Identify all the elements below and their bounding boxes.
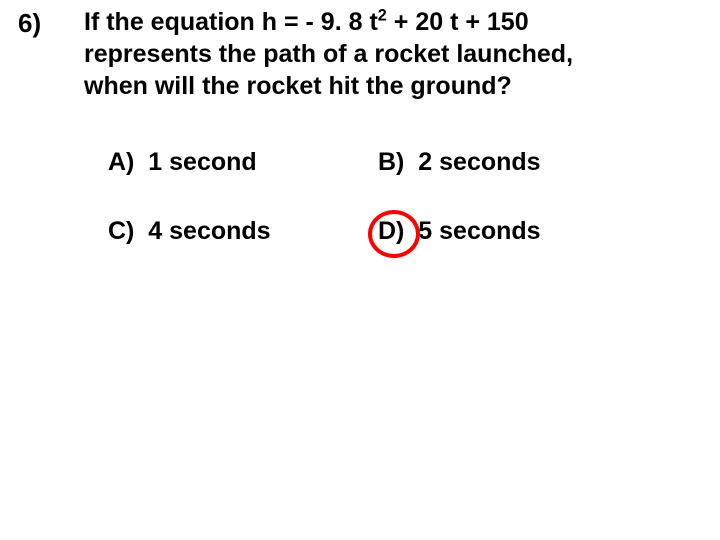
option-d-label: D) — [378, 217, 404, 245]
option-d-text: 5 seconds — [418, 217, 540, 245]
prompt-line1-pre: If the equation h = - 9. 8 t — [84, 8, 378, 36]
question-number: 6) — [18, 8, 41, 39]
option-c-label: C) — [108, 217, 134, 245]
option-a: A) 1 second — [108, 148, 378, 177]
prompt-superscript: 2 — [378, 7, 387, 25]
option-b-text: 2 seconds — [418, 148, 540, 176]
prompt-line2: represents the path of a rocket launched… — [84, 40, 573, 68]
options-row-2: C) 4 seconds D) 5 seconds — [108, 217, 668, 246]
prompt-line3: when will the rocket hit the ground? — [84, 72, 512, 100]
option-c: C) 4 seconds — [108, 217, 378, 246]
option-c-text: 4 seconds — [148, 217, 270, 245]
question-slide: 6) If the equation h = - 9. 8 t2 + 20 t … — [0, 0, 720, 540]
question-prompt: If the equation h = - 9. 8 t2 + 20 t + 1… — [84, 6, 680, 102]
option-b-label: B) — [378, 148, 404, 176]
option-a-text: 1 second — [148, 148, 256, 176]
options-row-1: A) 1 second B) 2 seconds — [108, 148, 668, 177]
option-a-label: A) — [108, 148, 134, 176]
prompt-line1-post: + 20 t + 150 — [387, 8, 529, 36]
options-grid: A) 1 second B) 2 seconds C) 4 seconds D)… — [108, 148, 668, 286]
option-b: B) 2 seconds — [378, 148, 668, 177]
option-d: D) 5 seconds — [378, 217, 668, 246]
